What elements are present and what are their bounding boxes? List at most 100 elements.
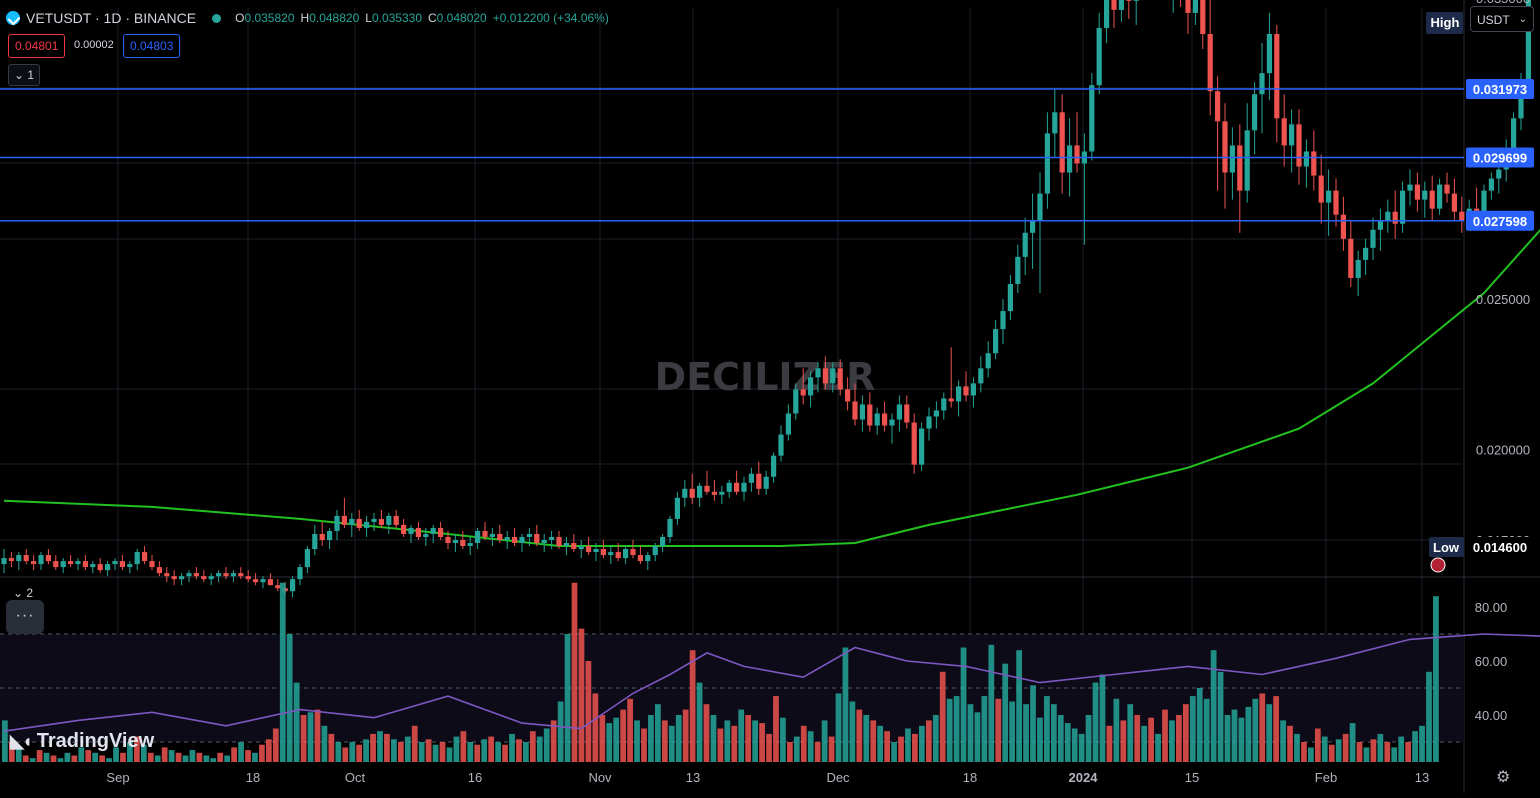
high-value: 0.048820 — [309, 11, 360, 25]
horizontal-levels[interactable]: 0.031973 0.029699 0.027598 — [0, 0, 1534, 231]
candle-body — [756, 473, 762, 489]
candle-body — [1385, 211, 1391, 221]
candle — [312, 524, 318, 556]
volume-bar — [842, 647, 849, 762]
candle-body — [179, 576, 185, 580]
volume-bar — [578, 628, 585, 762]
candle-body — [1229, 145, 1235, 173]
candle-body — [201, 576, 207, 580]
volume-bar — [773, 696, 779, 762]
candle — [1281, 94, 1287, 167]
currency-selector[interactable]: USDT ⌄ — [1470, 6, 1534, 32]
candle-body — [1007, 283, 1013, 312]
volume-bar — [272, 728, 279, 762]
indicator-tick-label: 60.00 — [1475, 654, 1508, 669]
candle — [201, 570, 207, 583]
candle-body — [319, 533, 325, 540]
candle-body — [1089, 85, 1095, 152]
candle — [1052, 88, 1058, 158]
candle — [1355, 250, 1361, 297]
volume-bar — [905, 728, 911, 762]
volume-bar — [960, 647, 967, 762]
candle — [889, 413, 895, 444]
candle-body — [430, 527, 436, 534]
level-price-label: 0.031973 — [1473, 82, 1527, 97]
candle — [697, 482, 703, 507]
candle — [1422, 181, 1428, 218]
candle-body — [667, 518, 673, 537]
candle-body — [963, 386, 969, 396]
candle — [253, 573, 259, 586]
volume-bar — [404, 736, 411, 762]
volume-bar — [599, 715, 606, 762]
volume-bar — [1189, 696, 1196, 762]
tradingview-logo[interactable]: ◣◖ TradingView — [10, 730, 154, 753]
volume-bar — [1321, 736, 1328, 762]
volume-bar — [238, 742, 244, 762]
candle — [1229, 127, 1235, 200]
time-axis[interactable]: Sep 18 Oct 16 Nov 13 Dec 18 2024 15 Feb 13 — [106, 770, 1429, 785]
market-status-icon[interactable] — [212, 13, 222, 23]
candle-body — [1037, 193, 1043, 221]
candle — [401, 518, 407, 537]
rsi-line — [3, 633, 1540, 732]
volume-bar — [370, 733, 376, 762]
volume-bar — [175, 752, 182, 762]
time-tick-label: Nov — [588, 770, 612, 785]
candle — [267, 573, 273, 586]
candle — [711, 479, 717, 501]
candle-body — [845, 389, 851, 402]
candle-body — [985, 353, 991, 369]
volume-bar — [689, 650, 696, 762]
candle-body — [822, 368, 828, 384]
volume-bar — [1002, 663, 1009, 762]
sell-price-button[interactable]: 0.04801 — [8, 34, 66, 58]
candle-body — [815, 368, 821, 378]
candle — [1118, 0, 1124, 22]
candle-body — [1525, 0, 1531, 83]
volume-bar — [786, 742, 793, 762]
candle — [8, 552, 14, 568]
candle-body — [45, 555, 51, 562]
volume-bar — [655, 704, 661, 762]
symbol-title[interactable]: VETUSDT · 1D · BINANCE — [26, 10, 197, 26]
volume-bar — [766, 733, 772, 762]
candle-body — [919, 428, 925, 465]
candlestick-series — [1, 0, 1531, 598]
candle-body — [615, 552, 621, 559]
candle-body — [1104, 0, 1110, 28]
buy-price-button[interactable]: 0.04803 — [123, 34, 181, 58]
candle-body — [1363, 247, 1369, 260]
volume-bar — [981, 696, 988, 762]
level-price-label: 0.029699 — [1473, 151, 1527, 166]
volume-bar — [453, 736, 460, 762]
level-price-badge — [1466, 210, 1534, 231]
volume-bar — [217, 752, 224, 762]
volume-bar — [912, 733, 918, 762]
candle-body — [1414, 184, 1420, 200]
volume-bar — [377, 731, 383, 762]
volume-bar — [1363, 747, 1370, 762]
pane1-collapse-toggle[interactable]: ⌄ 1 — [8, 64, 40, 86]
pane2-collapse-toggle[interactable]: ⌄ 2 — [8, 583, 38, 603]
indicator-pane[interactable]: 80.00 60.00 40.00 — [0, 582, 1540, 762]
volume-bar — [113, 747, 119, 762]
volume-bar — [106, 758, 112, 762]
candle — [948, 347, 954, 408]
more-horizontal-icon[interactable]: ··· — [6, 600, 44, 634]
candle — [1200, 0, 1206, 50]
indicator-tick-label: 40.00 — [1475, 708, 1508, 723]
candle-body — [423, 533, 429, 537]
volume-bar — [1009, 701, 1016, 762]
candle — [571, 533, 577, 553]
volume-bar — [349, 742, 356, 762]
candle — [1185, 0, 1191, 34]
candle-body — [364, 521, 370, 528]
low-marker-label: Low — [1433, 540, 1460, 555]
price-tick-label: 0.025000 — [1476, 292, 1530, 307]
volume-bar — [571, 582, 578, 762]
candle — [1451, 178, 1457, 221]
gear-icon[interactable]: ⚙ — [1496, 769, 1511, 786]
